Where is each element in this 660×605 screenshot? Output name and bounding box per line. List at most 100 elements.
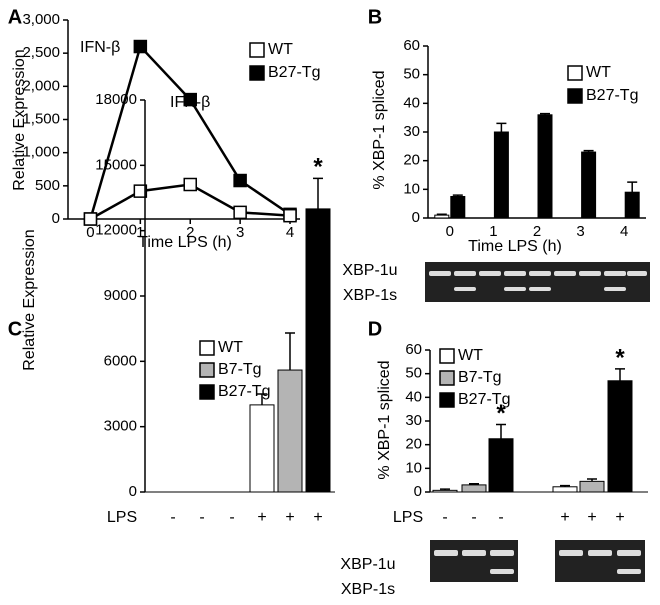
x-tick-label: 3 [236,224,244,241]
bar [277,369,303,493]
x-tick-label: 0 [446,223,454,240]
y-tick-label: 12000 [95,222,137,239]
y-tick-label: 10 [403,180,420,197]
y-axis-label: Relative Expression [21,229,38,370]
x-tick-label: 1 [489,223,497,240]
y-axis-label: Relative Expression [11,49,28,190]
x-tick-label: 4 [286,224,294,241]
annotation: IFN-β [80,39,120,56]
point [133,39,148,54]
y-tick-label: 3,000 [22,11,60,28]
y-tick-label: 30 [405,412,422,429]
error-bar [540,112,550,115]
error-bar [496,122,507,132]
x-tick-label: 3 [576,223,584,240]
point [83,212,98,226]
bar [579,480,605,493]
point [133,184,148,198]
bar [607,380,633,493]
legend-label: WT [268,41,293,58]
y-tick-label: 0 [414,483,422,500]
error-bar [627,181,638,193]
legend-swatch [249,42,265,58]
legend-swatch [567,65,583,81]
error-bar [496,423,506,439]
legend-label: B27-Tg [218,383,270,400]
bar [581,151,597,219]
x-tick-label: + [587,509,596,526]
y-tick-label: 2,500 [22,44,60,61]
y-tick-label: 60 [405,341,422,358]
bar [461,484,487,493]
legend-swatch [439,370,455,386]
x-tick-label: + [560,509,569,526]
y-tick-label: 50 [405,365,422,382]
error-bar [285,332,295,371]
legend-label: B27-Tg [586,87,638,104]
gel-label: XBP-1u [340,556,395,573]
legend-label: B27-Tg [458,391,510,408]
x-tick-label: + [257,509,266,526]
legend-swatch [249,65,265,81]
significance-mark: * [615,344,625,371]
y-tick-label: 6000 [104,352,137,369]
y-tick-label: 15000 [95,156,137,173]
gel-label: XBP-1s [343,287,397,304]
legend-label: WT [218,339,243,356]
legend-swatch [567,88,583,104]
bar [537,114,553,219]
y-tick-label: 20 [405,436,422,453]
y-tick-label: 18000 [95,91,137,108]
legend-label: B7-Tg [218,361,262,378]
y-tick-label: 40 [405,388,422,405]
gel-label: XBP-1s [341,581,395,598]
y-tick-label: 0 [52,210,60,227]
y-tick-label: 0 [412,209,420,226]
y-tick-label: 0 [129,483,137,500]
y-tick-label: 9000 [104,287,137,304]
gel-label: XBP-1u [342,262,397,279]
y-axis-label: % XBP-1 spliced [376,360,393,479]
bar [432,489,458,493]
bar [488,438,514,493]
error-bar [440,488,450,491]
error-bar [615,368,625,381]
error-bar [587,478,597,482]
legend-label: WT [458,347,483,364]
legend-swatch [439,348,455,364]
y-axis-label: % XBP-1 spliced [371,70,388,189]
error-bar [583,149,594,153]
gel-b [425,262,650,302]
x-prefix: LPS [107,509,137,526]
x-tick-label: - [442,509,447,526]
legend-label: B27-Tg [268,64,320,81]
y-tick-label: 10 [405,459,422,476]
bar [305,208,331,493]
legend-swatch [199,362,215,378]
panel-letter: D [368,318,382,340]
bar [493,131,509,219]
y-tick-label: 1,500 [22,110,60,127]
legend-swatch [199,384,215,400]
bar [434,214,450,219]
y-tick-label: 2,000 [22,77,60,94]
x-tick-label: 4 [620,223,628,240]
y-tick-label: 3000 [104,418,137,435]
error-bar [452,194,463,197]
x-prefix: LPS [393,509,423,526]
x-tick-label: - [199,509,204,526]
significance-mark: * [313,154,323,181]
x-tick-label: 2 [533,223,541,240]
x-tick-label: 1 [136,224,144,241]
point [233,173,247,188]
x-tick-label: + [313,509,322,526]
panel-letter: B [368,6,382,28]
point [233,205,247,220]
point [183,177,197,192]
bar [552,486,578,493]
error-bar [436,213,447,216]
x-tick-label: 2 [186,224,194,241]
y-tick-label: 50 [403,66,420,83]
y-tick-label: 60 [403,37,420,54]
